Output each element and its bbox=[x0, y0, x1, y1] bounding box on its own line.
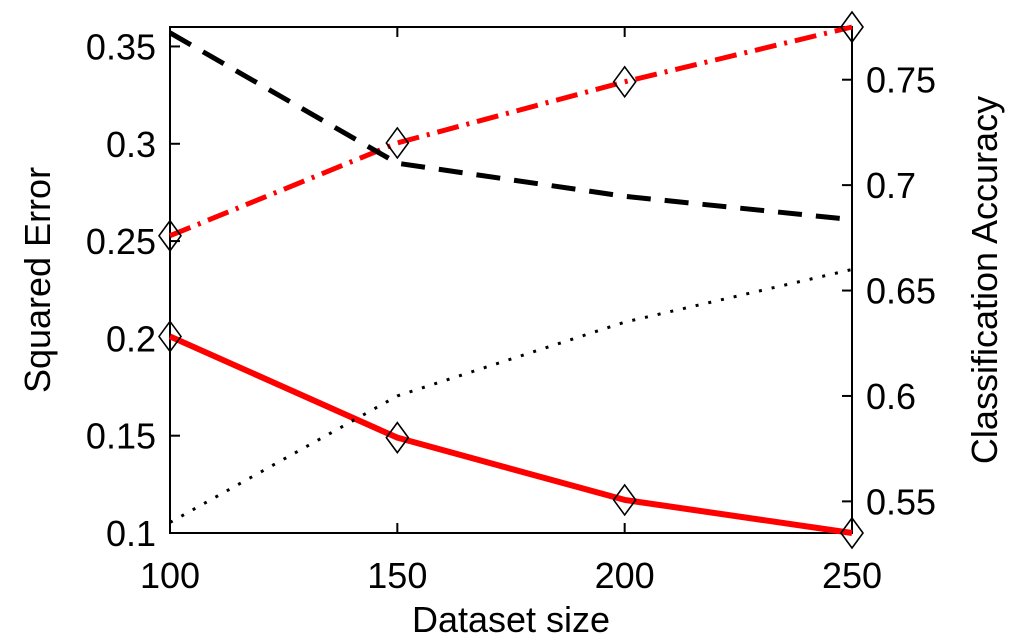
y-axis-title-right: Classification Accuracy bbox=[964, 96, 1005, 464]
x-tick-label: 100 bbox=[140, 555, 200, 596]
diamond-marker bbox=[158, 320, 182, 353]
y-tick-label-left: 0.35 bbox=[86, 26, 156, 67]
series-line-3 bbox=[168, 30, 853, 223]
y-tick-label-left: 0.2 bbox=[106, 318, 156, 359]
diamond-marker bbox=[840, 516, 864, 550]
series-line-2 bbox=[169, 24, 853, 239]
diamond-marker bbox=[612, 483, 637, 517]
x-tick-label: 200 bbox=[595, 555, 655, 596]
y-tick-label-left: 0.3 bbox=[106, 124, 156, 165]
y-tick-label-right: 0.6 bbox=[866, 376, 916, 417]
diamond-marker bbox=[158, 219, 182, 253]
y-tick-label-left: 0.25 bbox=[86, 221, 156, 262]
y-axis-title-left: Squared Error bbox=[17, 167, 58, 393]
diamond-marker bbox=[385, 126, 410, 160]
plot-frame bbox=[169, 26, 853, 534]
y-tick-label-left: 0.1 bbox=[106, 513, 156, 554]
x-tick-label: 150 bbox=[367, 555, 427, 596]
series-line-1 bbox=[168, 333, 853, 536]
y-tick-label-left: 0.15 bbox=[86, 416, 156, 457]
y-tick-label-right: 0.55 bbox=[866, 481, 936, 522]
y-tick-label-right: 0.65 bbox=[866, 271, 936, 312]
x-tick-label: 250 bbox=[822, 555, 882, 596]
ticks bbox=[169, 27, 853, 534]
tick-labels: 100 150 200 250 0.1 0.15 0.2 0.25 0.3 0.35 0.55 0.6… bbox=[86, 26, 936, 596]
series-layer bbox=[158, 10, 864, 550]
y-tick-label-right: 0.7 bbox=[866, 165, 916, 206]
diamond-marker bbox=[840, 10, 864, 44]
y-tick-label-right: 0.75 bbox=[866, 60, 936, 101]
series-line-4 bbox=[169, 267, 853, 524]
x-axis-title: Dataset size bbox=[412, 599, 610, 640]
diamond-marker bbox=[612, 65, 637, 99]
diamond-marker bbox=[385, 421, 410, 454]
